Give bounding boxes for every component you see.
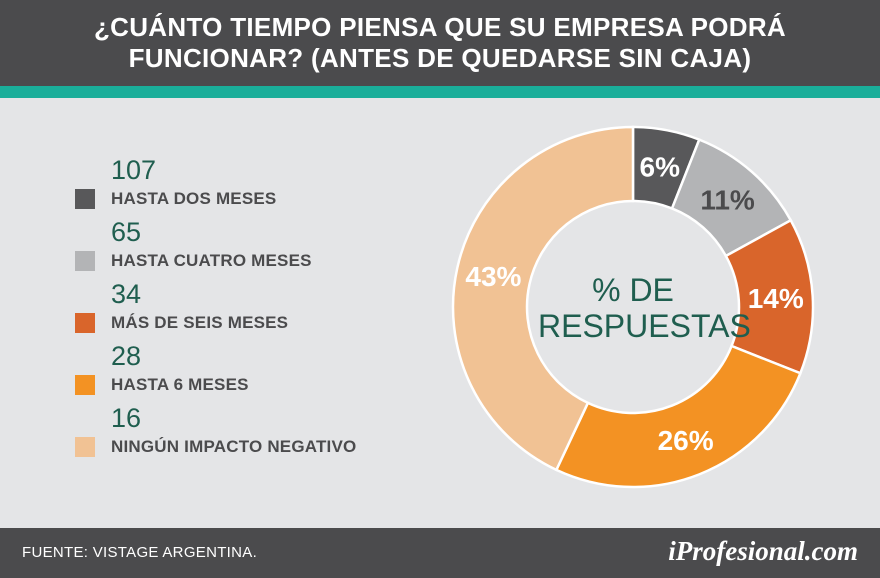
legend-item: 28 HASTA 6 MESES — [75, 342, 415, 404]
legend-count: 107 — [111, 155, 157, 185]
legend-label: HASTA DOS MESES — [111, 189, 277, 208]
legend-label: HASTA CUATRO MESES — [111, 251, 312, 270]
legend-swatch — [75, 189, 95, 209]
slice-label: 14% — [748, 283, 804, 314]
donut-slice — [554, 344, 802, 489]
slice-label: 11% — [700, 185, 755, 216]
legend-label: MÁS DE SEIS MESES — [111, 313, 289, 332]
legend-item: 16 NINGÚN IMPACTO NEGATIVO — [75, 404, 415, 466]
donut-chart: 6% 11% 14% 26% 43% % DE RESPUESTAS — [440, 122, 830, 492]
legend-count: 34 — [111, 279, 142, 309]
header-bar: ¿CUÁNTO TIEMPO PIENSA QUE SU EMPRESA POD… — [0, 0, 880, 86]
brand-logo: iProfesional.com — [668, 536, 858, 566]
source-note: FUENTE: VISTAGE ARGENTINA. — [22, 544, 258, 561]
legend-swatch — [75, 251, 95, 271]
legend-count: 65 — [111, 217, 142, 247]
legend-item: 107 HASTA DOS MESES — [75, 156, 415, 218]
slice-label: 6% — [640, 152, 681, 183]
legend-item: 65 HASTA CUATRO MESES — [75, 218, 415, 280]
donut-svg: 6% 11% 14% 26% 43% — [451, 125, 815, 489]
legend-swatch — [75, 313, 95, 333]
slice-label: 43% — [465, 261, 521, 292]
chart-title: ¿CUÁNTO TIEMPO PIENSA QUE SU EMPRESA POD… — [93, 12, 787, 73]
legend-swatch — [75, 375, 95, 395]
legend-count: 28 — [111, 341, 142, 371]
legend-label: HASTA 6 MESES — [111, 375, 249, 394]
legend-label: NINGÚN IMPACTO NEGATIVO — [111, 437, 357, 456]
legend-count: 16 — [111, 403, 142, 433]
legend-swatch — [75, 437, 95, 457]
slice-label: 26% — [658, 425, 714, 456]
legend: 107 HASTA DOS MESES 65 HASTA CUATRO MESE… — [75, 156, 415, 466]
accent-divider — [0, 86, 880, 98]
donut-center-label: % DE RESPUESTAS — [538, 272, 751, 344]
footer-bar: FUENTE: VISTAGE ARGENTINA. iProfesional.… — [0, 528, 880, 578]
donut-slice — [451, 125, 635, 472]
legend-item: 34 MÁS DE SEIS MESES — [75, 280, 415, 342]
